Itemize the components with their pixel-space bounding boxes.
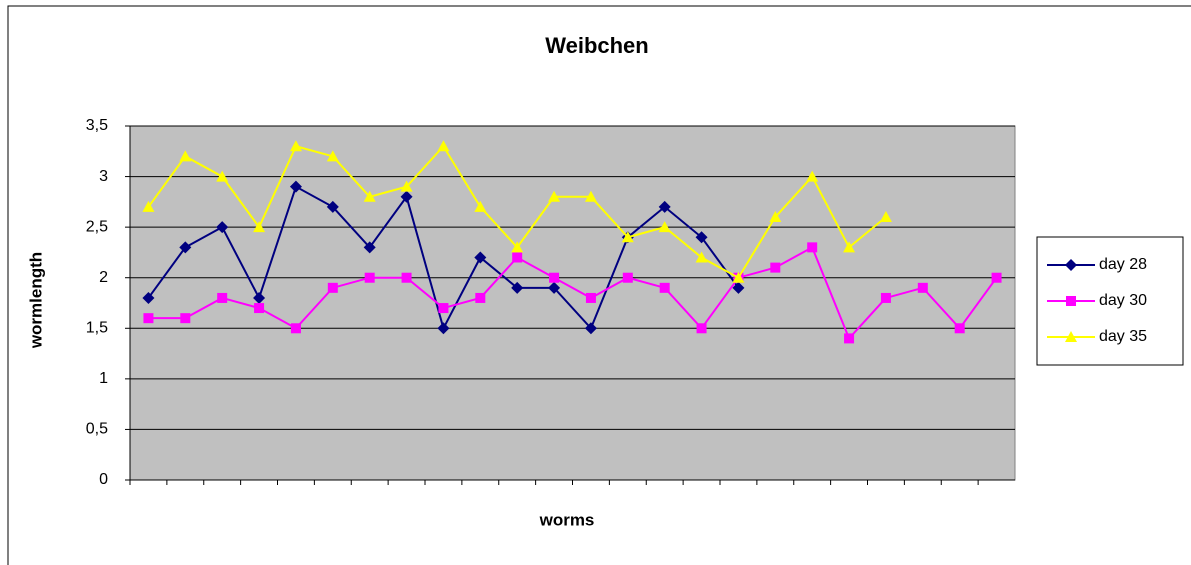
data-point <box>326 200 339 213</box>
data-point <box>622 272 633 283</box>
data-point <box>584 190 597 202</box>
legend-marker <box>1065 331 1077 342</box>
data-point <box>254 303 265 314</box>
data-point <box>179 241 192 254</box>
data-point <box>806 170 819 182</box>
data-point <box>658 221 671 233</box>
legend-label: day 35 <box>1099 328 1147 345</box>
data-point <box>879 211 892 223</box>
data-point <box>179 150 192 162</box>
data-point <box>770 262 781 273</box>
chart-title: Weibchen <box>545 33 649 58</box>
data-point <box>327 282 338 293</box>
data-point <box>954 323 965 334</box>
y-tick-label: 0 <box>99 471 108 488</box>
data-point <box>142 291 155 304</box>
series-line <box>148 245 998 341</box>
legend-label: day 28 <box>1099 256 1147 273</box>
data-point <box>511 241 524 253</box>
data-point <box>880 292 891 303</box>
y-tick-label: 3 <box>99 168 108 185</box>
data-point <box>180 313 191 324</box>
data-point <box>438 303 449 314</box>
data-point <box>216 221 229 234</box>
data-point <box>217 292 228 303</box>
data-point <box>732 271 745 283</box>
data-point <box>474 251 487 264</box>
data-point <box>511 281 524 294</box>
y-tick-label: 3,5 <box>86 117 108 134</box>
data-point <box>400 180 413 192</box>
legend-marker <box>1066 296 1076 306</box>
data-point <box>584 322 597 335</box>
data-point <box>401 272 412 283</box>
legend-label: day 30 <box>1099 292 1147 309</box>
data-point <box>585 292 596 303</box>
data-point <box>364 272 375 283</box>
data-point <box>658 200 671 213</box>
y-tick-label: 2,5 <box>86 218 108 235</box>
data-point <box>142 200 155 212</box>
data-point <box>474 200 487 212</box>
data-point <box>289 180 302 193</box>
y-axis-label: wormlength <box>26 252 45 349</box>
data-point <box>475 292 486 303</box>
data-point <box>290 323 301 334</box>
data-point <box>732 281 745 294</box>
x-axis-label: worms <box>539 510 595 529</box>
data-point <box>917 282 928 293</box>
data-point <box>659 282 670 293</box>
data-point <box>253 221 266 233</box>
data-point <box>695 231 708 244</box>
data-point <box>844 333 855 344</box>
data-point <box>991 272 1002 283</box>
data-point <box>363 241 376 254</box>
data-point <box>549 272 560 283</box>
y-tick-label: 2 <box>99 269 108 286</box>
data-point <box>843 241 856 253</box>
data-point <box>253 291 266 304</box>
data-point <box>216 170 229 182</box>
data-point <box>437 140 450 152</box>
data-point <box>696 323 707 334</box>
data-point <box>621 231 634 243</box>
data-point <box>769 211 782 223</box>
data-point <box>695 251 708 263</box>
data-point <box>437 322 450 335</box>
data-point <box>289 140 302 152</box>
data-point <box>363 190 376 202</box>
y-tick-label: 1,5 <box>86 320 108 337</box>
data-point <box>548 281 561 294</box>
y-tick-label: 0,5 <box>86 421 108 438</box>
data-point <box>512 252 523 263</box>
data-point <box>143 313 154 324</box>
y-tick-label: 1 <box>99 370 108 387</box>
data-point <box>400 190 413 203</box>
data-point <box>326 150 339 162</box>
data-point <box>807 242 818 253</box>
legend-marker <box>1065 259 1077 271</box>
data-point <box>548 190 561 202</box>
